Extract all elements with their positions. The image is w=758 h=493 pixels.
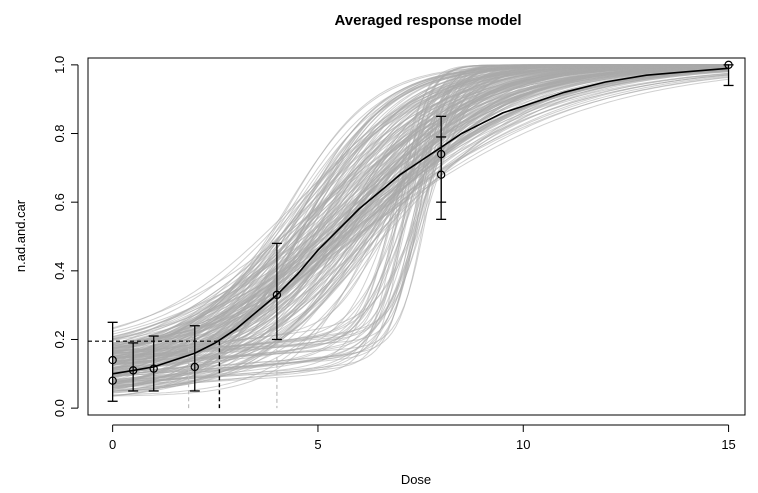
data-point xyxy=(436,149,446,159)
data-point xyxy=(190,362,199,372)
y-tick-label: 0.8 xyxy=(52,124,67,142)
x-tick-label: 10 xyxy=(516,437,530,452)
y-axis-label: n.ad.and.car xyxy=(13,199,28,272)
data-point xyxy=(108,376,117,385)
uncertainty-curve xyxy=(112,73,729,355)
plot-frame xyxy=(87,57,746,416)
x-tick-label: 5 xyxy=(314,437,321,452)
data-point xyxy=(149,364,158,373)
y-tick-label: 0.4 xyxy=(52,262,67,280)
y-tick-label: 1.0 xyxy=(52,56,67,74)
data-point xyxy=(436,170,446,179)
x-tick-label: 15 xyxy=(721,437,735,452)
data-point xyxy=(128,366,138,375)
data-point xyxy=(272,290,282,300)
average-curve xyxy=(112,67,729,375)
data-point xyxy=(108,355,117,365)
uncertainty-curve xyxy=(112,65,729,381)
x-axis: 0 5 10 15 xyxy=(109,424,736,452)
y-tick-label: 0.2 xyxy=(52,330,67,348)
y-tick-label: 0.0 xyxy=(52,399,67,417)
uncertainty-curve xyxy=(112,76,729,369)
x-axis-label: Dose xyxy=(401,472,431,487)
average-curve-layer xyxy=(112,67,729,375)
uncertainty-curve xyxy=(112,67,729,346)
error-bars xyxy=(107,64,734,402)
y-axis: 0.0 0.2 0.4 0.6 0.8 1.0 xyxy=(52,56,79,417)
chart-title: Averaged response model xyxy=(334,12,521,29)
observed-points xyxy=(108,60,733,385)
uncertainty-curve xyxy=(112,73,729,348)
uncertainty-curve xyxy=(112,70,729,357)
uncertainty-curve xyxy=(112,67,729,369)
uncertainty-curve xyxy=(112,65,729,360)
y-tick-label: 0.6 xyxy=(52,193,67,211)
x-tick-label: 0 xyxy=(109,437,116,452)
uncertainty-curve xyxy=(112,66,729,341)
uncertainty-curve xyxy=(112,64,729,397)
uncertainty-curve xyxy=(112,68,729,383)
data-point xyxy=(724,60,733,70)
uncertainty-curves xyxy=(112,64,729,397)
